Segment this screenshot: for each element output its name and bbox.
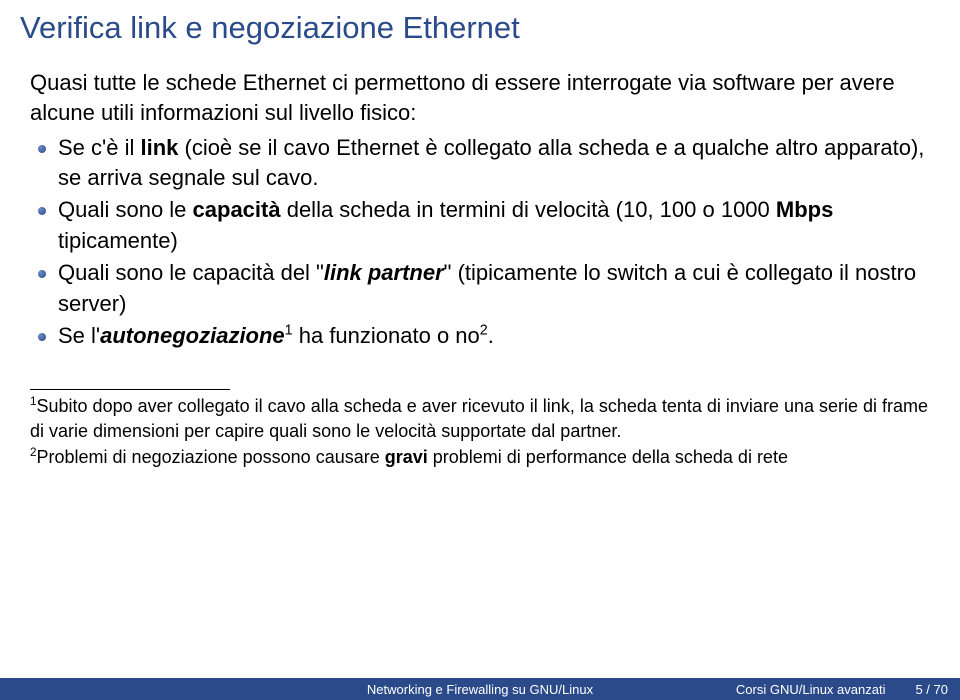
superscript: 1 — [285, 323, 293, 339]
intro-text: Quasi tutte le schede Ethernet ci permet… — [30, 68, 930, 129]
text: Se c'è il — [58, 135, 140, 160]
superscript: 2 — [480, 323, 488, 339]
slide-title: Verifica link e negoziazione Ethernet — [0, 0, 960, 60]
text: . — [488, 323, 494, 348]
footnote-text: problemi di performance della scheda di … — [428, 447, 788, 467]
bullet-item: Se c'è il link (cioè se il cavo Ethernet… — [58, 133, 930, 194]
text: tipicamente) — [58, 228, 178, 253]
text: Quali sono le — [58, 197, 193, 222]
bold-text: Mbps — [776, 197, 833, 222]
footnote-divider — [30, 389, 230, 390]
footnote: 2Problemi di negoziazione possono causar… — [30, 445, 930, 469]
bold-italic-text: autonegoziazione — [100, 323, 285, 348]
footer-center-text: Networking e Firewalling su GNU/Linux — [367, 682, 593, 697]
content-area: Quasi tutte le schede Ethernet ci permet… — [0, 60, 960, 351]
footer-course-text: Corsi GNU/Linux avanzati — [736, 682, 886, 697]
footnotes: 1Subito dopo aver collegato il cavo alla… — [0, 394, 960, 469]
footnote: 1Subito dopo aver collegato il cavo alla… — [30, 394, 930, 443]
text: (cioè se il cavo Ethernet è collegato al… — [58, 135, 924, 190]
bullet-item: Quali sono le capacità della scheda in t… — [58, 195, 930, 256]
text: Se l' — [58, 323, 100, 348]
footnote-text: Subito dopo aver collegato il cavo alla … — [30, 396, 928, 440]
bold-italic-text: link partner — [324, 260, 444, 285]
bullet-item: Quali sono le capacità del "link partner… — [58, 258, 930, 319]
bullet-item: Se l'autonegoziazione1 ha funzionato o n… — [58, 321, 930, 351]
text: della scheda in termini di velocità (10,… — [281, 197, 776, 222]
text: ha funzionato o no — [293, 323, 480, 348]
bold-text: gravi — [385, 447, 428, 467]
text: Quali sono le capacità del " — [58, 260, 324, 285]
footer-page-number: 5 / 70 — [915, 682, 948, 697]
footer-right-group: Corsi GNU/Linux avanzati 5 / 70 — [736, 682, 948, 697]
footnote-text: Problemi di negoziazione possono causare — [37, 447, 385, 467]
footer-bar: Networking e Firewalling su GNU/Linux Co… — [0, 678, 960, 700]
bold-text: capacità — [193, 197, 281, 222]
bullet-list: Se c'è il link (cioè se il cavo Ethernet… — [30, 133, 930, 352]
bold-text: link — [140, 135, 178, 160]
